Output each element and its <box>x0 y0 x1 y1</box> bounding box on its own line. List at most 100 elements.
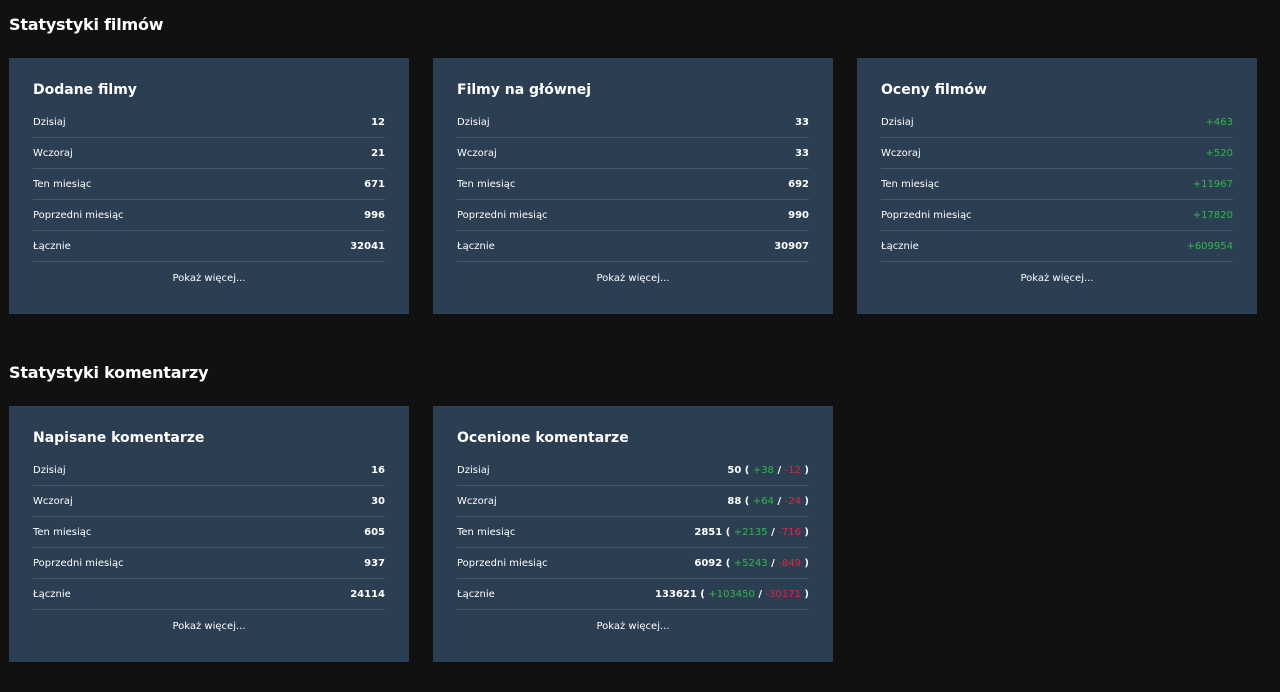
stat-value: +463 <box>1205 116 1233 128</box>
stats-list: Dzisiaj 12 Wczoraj 21 Ten miesiąc 671 Poprz… <box>33 107 385 262</box>
positive-value: +38 <box>752 464 774 476</box>
stat-label: Ten miesiąc <box>33 526 92 538</box>
stat-row-today: Dzisiaj 16 <box>33 455 385 486</box>
card-film-ratings: Oceny filmów Dzisiaj +463 Wczoraj +520 Ten… <box>857 58 1257 314</box>
stat-row-today: Dzisiaj 12 <box>33 107 385 138</box>
stat-label: Łącznie <box>881 240 919 252</box>
stats-list: Dzisiaj +463 Wczoraj +520 Ten miesiąc +1196… <box>881 107 1233 262</box>
stat-row-yesterday: Wczoraj 21 <box>33 138 385 169</box>
stat-value: +520 <box>1205 147 1233 159</box>
show-more-link[interactable]: Pokaż więcej... <box>596 621 670 632</box>
positive-value: +103450 <box>708 588 755 600</box>
show-more-link[interactable]: Pokaż więcej... <box>1020 273 1094 284</box>
stat-value: 50 ( +38 / -12 ) <box>727 464 809 476</box>
stat-label: Dzisiaj <box>457 464 490 476</box>
stat-label: Dzisiaj <box>457 116 490 128</box>
stat-row-total: Łącznie 30907 <box>457 231 809 262</box>
section-title-comments: Statystyki komentarzy <box>9 363 209 382</box>
stat-value: 12 <box>371 116 385 128</box>
stat-row-previous-month: Poprzedni miesiąc +17820 <box>881 200 1233 231</box>
stat-value: 2851 ( +2135 / -716 ) <box>694 526 809 538</box>
stat-label: Ten miesiąc <box>33 178 92 190</box>
card-title: Oceny filmów <box>881 82 987 98</box>
stat-value: 996 <box>364 209 385 221</box>
section-title-films: Statystyki filmów <box>9 15 164 34</box>
stat-value: 88 ( +64 / -24 ) <box>727 495 809 507</box>
stat-row-yesterday: Wczoraj 88 ( +64 / -24 ) <box>457 486 809 517</box>
stat-value: 32041 <box>350 240 385 252</box>
stat-value: +17820 <box>1192 209 1233 221</box>
stat-label: Dzisiaj <box>33 464 66 476</box>
stat-row-this-month: Ten miesiąc 671 <box>33 169 385 200</box>
total-value: 88 <box>727 495 742 507</box>
stat-row-today: Dzisiaj 33 <box>457 107 809 138</box>
stat-label: Poprzedni miesiąc <box>33 557 124 569</box>
stat-value: 33 <box>795 147 809 159</box>
negative-value: -716 <box>778 526 801 538</box>
card-title: Dodane filmy <box>33 82 137 98</box>
stat-value: 6092 ( +5243 / -849 ) <box>694 557 809 569</box>
total-value: 133621 <box>655 588 697 600</box>
stat-value: 30 <box>371 495 385 507</box>
show-more-link[interactable]: Pokaż więcej... <box>172 621 246 632</box>
stats-list: Dzisiaj 16 Wczoraj 30 Ten miesiąc 605 Poprz… <box>33 455 385 610</box>
stat-row-this-month: Ten miesiąc 605 <box>33 517 385 548</box>
stat-row-this-month: Ten miesiąc +11967 <box>881 169 1233 200</box>
stat-label: Wczoraj <box>33 495 73 507</box>
stat-row-total: Łącznie 24114 <box>33 579 385 610</box>
stat-row-previous-month: Poprzedni miesiąc 937 <box>33 548 385 579</box>
stat-row-today: Dzisiaj +463 <box>881 107 1233 138</box>
stat-value: +11967 <box>1192 178 1233 190</box>
show-more-link[interactable]: Pokaż więcej... <box>596 273 670 284</box>
stat-row-this-month: Ten miesiąc 692 <box>457 169 809 200</box>
stat-label: Wczoraj <box>457 147 497 159</box>
stat-label: Łącznie <box>457 240 495 252</box>
stat-value: 605 <box>364 526 385 538</box>
negative-value: -30171 <box>765 588 801 600</box>
total-value: 2851 <box>694 526 723 538</box>
stat-label: Ten miesiąc <box>457 178 516 190</box>
stat-value: 671 <box>364 178 385 190</box>
card-title: Filmy na głównej <box>457 82 592 98</box>
stat-label: Łącznie <box>33 240 71 252</box>
card-rated-comments: Ocenione komentarze Dzisiaj 50 ( +38 / -… <box>433 406 833 662</box>
stats-list: Dzisiaj 50 ( +38 / -12 ) Wczoraj 88 ( +6… <box>457 455 809 610</box>
card-title: Ocenione komentarze <box>457 430 629 446</box>
stat-label: Łącznie <box>33 588 71 600</box>
total-value: 6092 <box>694 557 723 569</box>
stat-label: Poprzedni miesiąc <box>33 209 124 221</box>
stat-label: Wczoraj <box>457 495 497 507</box>
stat-label: Poprzedni miesiąc <box>457 209 548 221</box>
stat-label: Ten miesiąc <box>881 178 940 190</box>
stat-label: Ten miesiąc <box>457 526 516 538</box>
stat-row-total: Łącznie 32041 <box>33 231 385 262</box>
stat-label: Poprzedni miesiąc <box>457 557 548 569</box>
stat-value: 30907 <box>774 240 809 252</box>
positive-value: +64 <box>752 495 774 507</box>
card-main-page-films: Filmy na głównej Dzisiaj 33 Wczoraj 33 Ten… <box>433 58 833 314</box>
stat-row-previous-month: Poprzedni miesiąc 6092 ( +5243 / -849 ) <box>457 548 809 579</box>
card-added-films: Dodane filmy Dzisiaj 12 Wczoraj 21 Ten mie… <box>9 58 409 314</box>
stat-value: 133621 ( +103450 / -30171 ) <box>655 588 809 600</box>
show-more-link[interactable]: Pokaż więcej... <box>172 273 246 284</box>
stat-row-this-month: Ten miesiąc 2851 ( +2135 / -716 ) <box>457 517 809 548</box>
stat-row-previous-month: Poprzedni miesiąc 990 <box>457 200 809 231</box>
stat-label: Poprzedni miesiąc <box>881 209 972 221</box>
positive-value: +5243 <box>733 557 768 569</box>
stat-label: Łącznie <box>457 588 495 600</box>
positive-value: +2135 <box>733 526 768 538</box>
stat-value: 24114 <box>350 588 385 600</box>
stat-value: 937 <box>364 557 385 569</box>
stat-value: +609954 <box>1186 240 1233 252</box>
negative-value: -12 <box>784 464 801 476</box>
stat-label: Wczoraj <box>33 147 73 159</box>
stat-value: 21 <box>371 147 385 159</box>
stat-row-total: Łącznie 133621 ( +103450 / -30171 ) <box>457 579 809 610</box>
stat-row-yesterday: Wczoraj 30 <box>33 486 385 517</box>
stat-row-today: Dzisiaj 50 ( +38 / -12 ) <box>457 455 809 486</box>
stat-label: Wczoraj <box>881 147 921 159</box>
negative-value: -24 <box>784 495 801 507</box>
stat-value: 692 <box>788 178 809 190</box>
stats-list: Dzisiaj 33 Wczoraj 33 Ten miesiąc 692 Poprz… <box>457 107 809 262</box>
stat-row-yesterday: Wczoraj 33 <box>457 138 809 169</box>
